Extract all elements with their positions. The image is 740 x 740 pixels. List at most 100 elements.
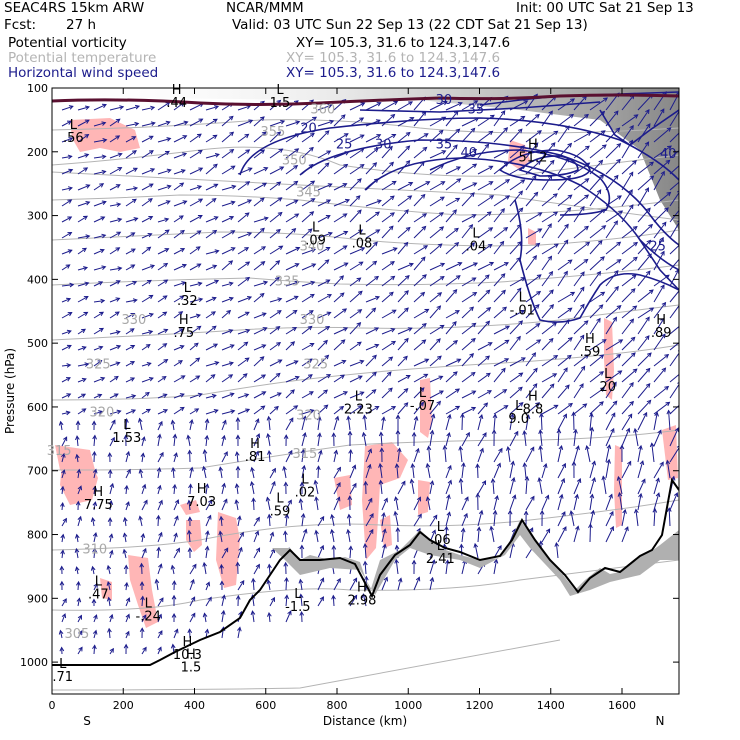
wind-arrow xyxy=(365,372,377,383)
wind-arrowhead xyxy=(302,432,307,438)
wind-arrowhead xyxy=(567,259,573,264)
wind-arrowhead xyxy=(324,259,330,264)
wind-arrow xyxy=(93,469,97,479)
wind-arrow xyxy=(525,192,538,207)
wind-arrow xyxy=(605,428,615,447)
wind-contour-label: 35 xyxy=(436,138,453,153)
wind-arrow xyxy=(364,543,367,559)
wind-arrow xyxy=(252,498,255,511)
wind-arrow xyxy=(653,462,664,479)
wind-arrowhead xyxy=(413,415,419,421)
wind-arrow xyxy=(477,165,493,175)
wind-arrow xyxy=(477,510,483,527)
wind-arrow xyxy=(317,104,332,111)
wind-arrow xyxy=(285,376,300,383)
wind-arrow xyxy=(269,359,282,367)
wind-arrowhead xyxy=(139,562,145,568)
wind-contour-label: 20 xyxy=(300,122,317,137)
wind-arrow xyxy=(381,101,398,111)
wind-arrowhead xyxy=(343,262,349,267)
wind-arrowhead xyxy=(311,263,317,268)
wind-arrowhead xyxy=(408,182,414,187)
wind-arrowhead xyxy=(261,374,267,379)
wind-arrow xyxy=(155,579,159,591)
wind-arrow xyxy=(253,547,260,559)
wind-arrowhead xyxy=(372,260,378,266)
wind-arrow xyxy=(333,406,344,415)
wind-arrow xyxy=(317,247,330,255)
wind-arrowhead xyxy=(566,354,572,360)
wind-arrowhead xyxy=(442,100,448,106)
wind-arrowhead xyxy=(139,627,145,633)
north-end-label: N xyxy=(656,714,665,728)
wind-arrowhead xyxy=(163,279,169,284)
wind-arrow xyxy=(317,150,331,159)
wind-arrowhead xyxy=(198,118,204,123)
wind-arrowhead xyxy=(511,476,516,482)
wind-arrow xyxy=(413,245,428,255)
wind-arrowhead xyxy=(179,393,185,398)
wind-arrow xyxy=(589,97,608,111)
wind-arrow xyxy=(333,360,346,367)
wind-arrowhead xyxy=(558,444,564,450)
wind-arrow xyxy=(109,203,121,207)
wind-arrow xyxy=(538,477,543,495)
wind-arrow xyxy=(61,199,72,207)
wind-arrow xyxy=(93,394,102,399)
wind-arrow xyxy=(173,121,188,127)
wind-arrowhead xyxy=(475,463,480,469)
wind-arrowhead xyxy=(523,100,529,105)
wind-arrow xyxy=(605,259,621,271)
wind-arrow xyxy=(426,463,431,479)
extremum-marker: L xyxy=(145,597,153,612)
extremum-value: .75 xyxy=(173,326,194,341)
wind-arrow xyxy=(61,169,73,175)
wind-arrowhead xyxy=(432,514,438,520)
wind-arrowhead xyxy=(460,527,466,533)
wind-arrowhead xyxy=(137,417,143,423)
wind-arrowhead xyxy=(641,478,646,484)
wind-arrowhead xyxy=(570,291,576,297)
wind-arrow xyxy=(365,513,374,527)
wind-arrowhead xyxy=(75,453,80,459)
extremum-marker: L xyxy=(276,83,284,98)
wind-arrowhead xyxy=(192,563,197,569)
extremum-value: .59 xyxy=(580,345,601,360)
wind-arrow xyxy=(493,290,506,303)
wind-arrow xyxy=(397,263,414,271)
wind-arrowhead xyxy=(333,449,339,455)
wind-arrowhead xyxy=(262,182,268,187)
wind-arrow xyxy=(189,282,202,287)
wind-arrowhead xyxy=(444,525,449,531)
wind-arrow xyxy=(586,445,591,463)
wind-arrow xyxy=(413,514,422,527)
wind-arrowhead xyxy=(99,183,105,188)
wind-arrowhead xyxy=(106,580,112,586)
wind-arrowhead xyxy=(679,255,683,259)
wind-arrowhead xyxy=(171,466,176,472)
wind-arrowhead xyxy=(314,529,319,535)
y-axis-label: Pressure (hPa) xyxy=(3,348,17,434)
wind-arrow xyxy=(365,134,381,143)
wind-arrowhead xyxy=(98,281,104,286)
wind-arrowhead xyxy=(139,581,145,586)
wind-arrow xyxy=(269,166,284,175)
wind-arrowhead xyxy=(395,527,401,532)
wind-arrowhead xyxy=(293,165,299,170)
wind-arrowhead xyxy=(383,497,388,503)
wind-arrowhead xyxy=(539,412,544,418)
wind-arrowhead xyxy=(211,393,217,399)
extremum-value: .02 xyxy=(295,485,316,500)
wind-arrowhead xyxy=(100,216,106,221)
wind-arrowhead xyxy=(447,479,453,485)
wind-arrowhead xyxy=(438,375,444,380)
wind-arrowhead xyxy=(173,452,178,458)
wind-arrowhead xyxy=(533,191,539,197)
wind-arrow xyxy=(605,143,621,159)
wind-arrowhead xyxy=(122,532,128,538)
wind-arrow xyxy=(92,566,95,575)
wind-arrow xyxy=(251,611,255,623)
wind-arrow xyxy=(141,614,147,623)
wind-arrowhead xyxy=(609,525,615,531)
